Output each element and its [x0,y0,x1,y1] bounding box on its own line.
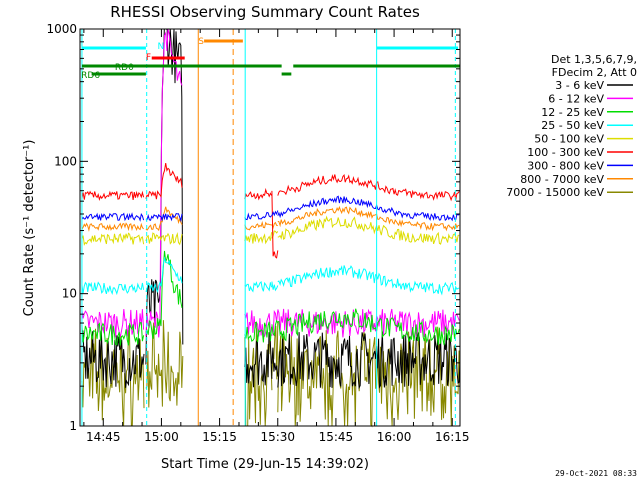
data-layer: RD0 RD6 FN S [81,28,461,428]
series-line [277,308,460,346]
series-line [145,163,183,200]
y-axis-label: Count Rate (s⁻¹ detector⁻¹) [22,140,37,317]
series-line [244,310,273,338]
legend-label: 300 - 800 keV [527,159,604,172]
series-line [244,211,272,221]
flag-label: N [158,42,165,52]
series-line [81,190,145,201]
series-line [145,232,183,246]
series-line [277,331,461,390]
series-line [277,205,460,232]
flag-label: S [198,37,204,47]
legend-label: 12 - 25 keV [541,106,604,119]
series-line [271,281,279,292]
series-line [145,28,183,338]
flag-label: F [146,53,151,63]
series-line [81,328,145,427]
axis-layer: 1 10 100 1000 14:45 15:00 15:15 15:30 15:45 16:00… [46,22,469,444]
flag-label: RD6 [81,71,100,81]
series-line [81,232,145,246]
x-tick-label: 15:15 [202,430,237,444]
y-tick-label: 10 [62,287,77,301]
series-line [145,213,183,223]
series-line [277,265,460,296]
x-tick-label: 14:45 [86,430,121,444]
series-line [271,319,279,337]
series-line [277,195,460,222]
legend-label: 6 - 12 keV [548,92,604,105]
series-line [244,332,273,388]
flag-label: RD0 [115,63,134,73]
x-axis-label: Start Time (29-Jun-15 14:39:02) [161,457,369,472]
series-line [271,347,279,377]
series-line [81,212,145,222]
series-line [271,210,279,217]
series-line [277,215,460,245]
series-line [277,308,460,338]
series-line [277,173,460,202]
series-line [244,232,273,245]
series-line [81,322,145,346]
legend-label: 3 - 6 keV [555,79,604,92]
legend-label: 800 - 7000 keV [520,173,604,186]
series-line [145,206,183,232]
series-line [271,190,279,259]
y-tick-label: 100 [54,154,77,168]
series-line [81,281,145,296]
series-line [145,256,183,294]
x-tick-label: 15:30 [260,430,295,444]
series-line [244,220,272,231]
chart-title: RHESSI Observing Summary Count Rates [110,3,420,21]
x-tick-label: 15:00 [144,430,179,444]
legend-header: Det 1,3,5,6,7,9, [551,53,637,66]
legend-label: 100 - 300 keV [527,146,604,159]
legend-label: 50 - 100 keV [534,133,604,146]
series-line [244,281,273,293]
x-tick-label: 16:00 [377,430,412,444]
series-line [145,250,183,339]
x-tick-label: 15:45 [319,430,354,444]
legend-label: 25 - 50 keV [541,119,604,132]
plot-timestamp: 29-Oct-2021 08:33 [555,469,637,478]
legend: Det 1,3,5,6,7,9,FDecim 2, Att 03 - 6 keV… [506,53,637,199]
series-line [81,330,145,388]
y-tick-label: 1000 [46,22,77,36]
series-line [244,187,273,201]
series-line [145,320,184,408]
legend-header: FDecim 2, Att 0 [552,66,637,79]
plot-frame [79,28,461,427]
series-line [244,321,273,343]
y-tick-label: 1 [69,419,77,433]
series-line [81,222,144,232]
x-tick-label: 16:15 [435,430,470,444]
legend-label: 7000 - 15000 keV [506,186,604,199]
